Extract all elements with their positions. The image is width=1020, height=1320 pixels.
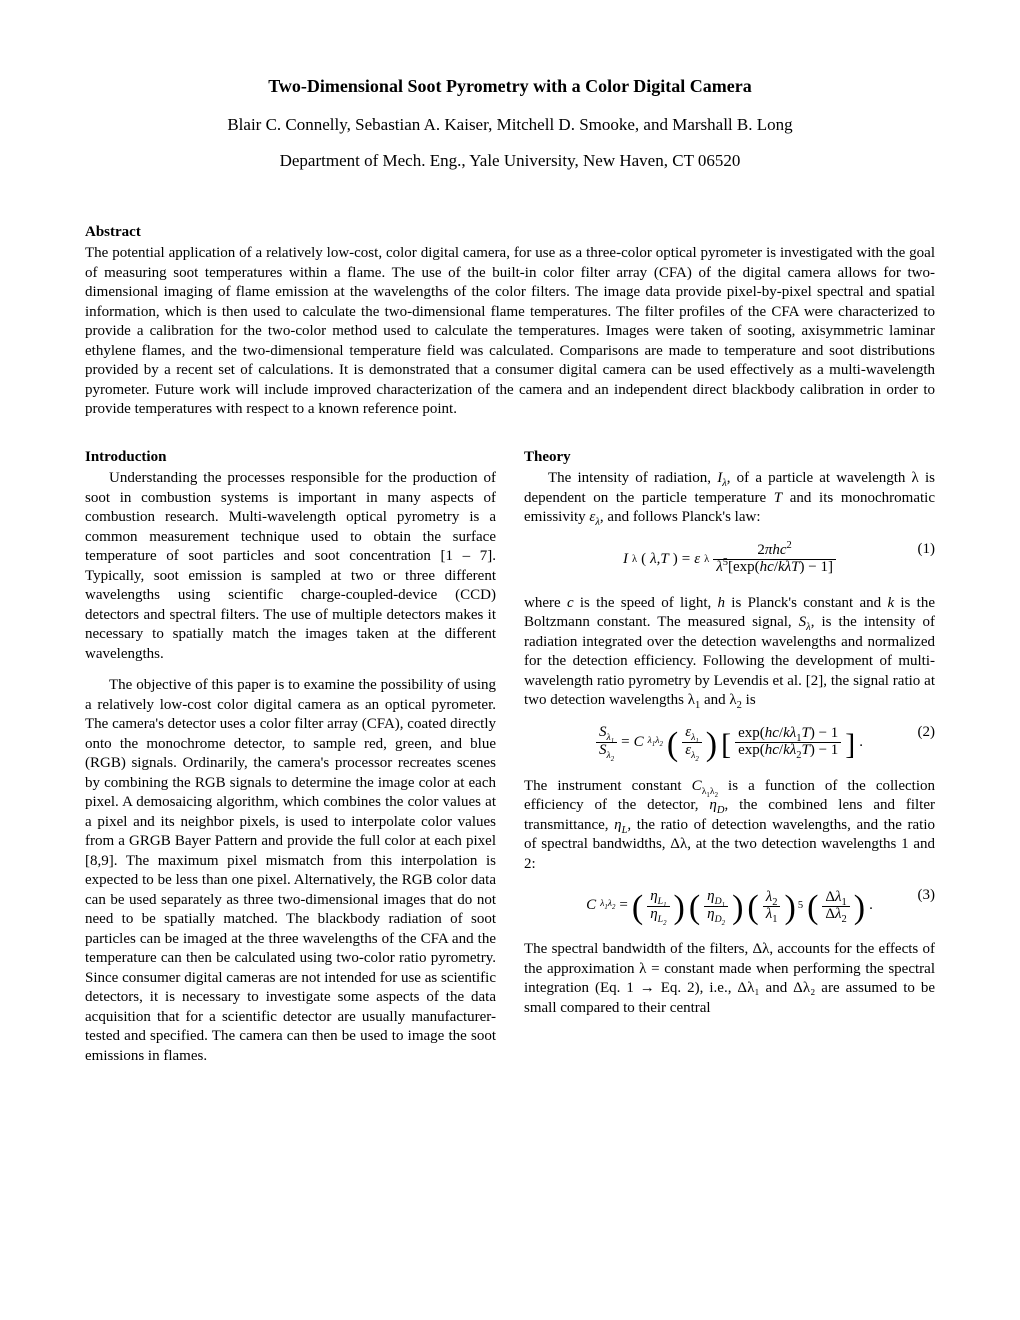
paper-title: Two-Dimensional Soot Pyrometry with a Co… <box>85 75 935 98</box>
text: , and follows Planck's law: <box>600 509 761 525</box>
two-column-body: Introduction Understanding the processes… <box>85 448 935 1079</box>
equation-2: Sλ1 Sλ2 = Cλ1λ2 ( ελ1 ελ2 ) [ exp(hc/kλ1… <box>524 723 935 763</box>
introduction-heading: Introduction <box>85 448 496 468</box>
text: is the speed of light, <box>574 595 718 611</box>
equation-1: Iλ(λ,T) = ελ 2πhc2 λ5[exp(hc/kλT) − 1] (… <box>524 540 935 580</box>
text: is <box>742 692 756 708</box>
equation-1-number: (1) <box>918 540 936 560</box>
theory-heading: Theory <box>524 448 935 468</box>
text: where <box>524 595 567 611</box>
equation-3: Cλ1λ2 = ( ηL1 ηL2 ) ( ηD1 ηD2 ) ( λ2 λ1 <box>524 886 935 926</box>
intro-para-1: Understanding the processes responsible … <box>85 469 496 664</box>
theory-para-2: where c is the speed of light, h is Plan… <box>524 594 935 711</box>
right-column: Theory The intensity of radiation, Iλ, o… <box>524 448 935 1079</box>
abstract-text: The potential application of a relativel… <box>85 244 935 420</box>
text: The instrument constant <box>524 778 692 794</box>
text: The intensity of radiation, <box>548 470 717 486</box>
text: and λ <box>700 692 736 708</box>
theory-para-1: The intensity of radiation, Iλ, of a par… <box>524 469 935 528</box>
paper-affiliation: Department of Mech. Eng., Yale Universit… <box>85 150 935 172</box>
text: is Planck's constant and <box>725 595 887 611</box>
intro-para-2: The objective of this paper is to examin… <box>85 676 496 1066</box>
left-column: Introduction Understanding the processes… <box>85 448 496 1079</box>
theory-para-4: The spectral bandwidth of the filters, Δ… <box>524 940 935 1018</box>
abstract-heading: Abstract <box>85 223 935 243</box>
paper-authors: Blair C. Connelly, Sebastian A. Kaiser, … <box>85 114 935 136</box>
equation-3-number: (3) <box>918 886 936 906</box>
equation-2-number: (2) <box>918 723 936 743</box>
theory-para-3: The instrument constant Cλ1λ2 is a funct… <box>524 777 935 875</box>
